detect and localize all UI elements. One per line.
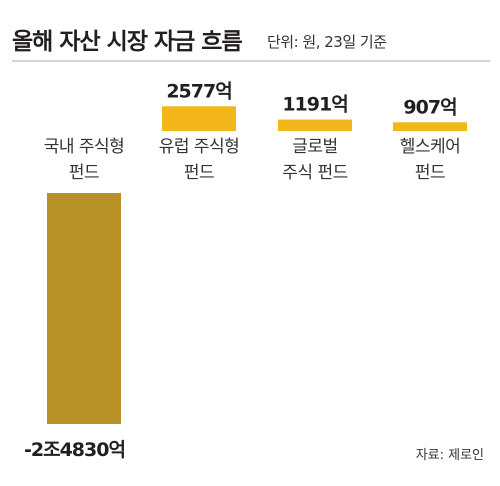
category-label-line: 주식 펀드 <box>282 163 347 183</box>
bars-group <box>47 106 467 424</box>
chart-title: 올해 자산 시장 자금 흐름 <box>12 29 243 55</box>
bar-3 <box>278 119 352 131</box>
category-label-line: 글로벌 <box>292 137 337 157</box>
source-note: 자료: 제로인 <box>415 448 484 463</box>
value-labels-group: -2조4830억 2577억 1191억 907억 <box>24 80 458 461</box>
bar-4 <box>393 122 467 131</box>
category-label-line: 펀드 <box>69 163 99 183</box>
value-label-4: 907억 <box>403 96 456 118</box>
value-label-2: 2577억 <box>166 80 231 102</box>
category-label-line: 펀드 <box>184 163 214 183</box>
category-label-line: 유럽 주식형 <box>159 137 240 157</box>
bar-1 <box>47 193 121 424</box>
category-label-line: 펀드 <box>415 163 445 183</box>
bar-2 <box>162 106 236 131</box>
value-label-3: 1191억 <box>282 94 347 116</box>
category-label-line: 국내 주식형 <box>44 137 125 157</box>
category-label-line: 헬스케어 <box>400 137 461 157</box>
value-label-1: -2조4830억 <box>24 439 125 461</box>
chart-unit-note: 단위: 원, 23일 기준 <box>267 33 387 51</box>
